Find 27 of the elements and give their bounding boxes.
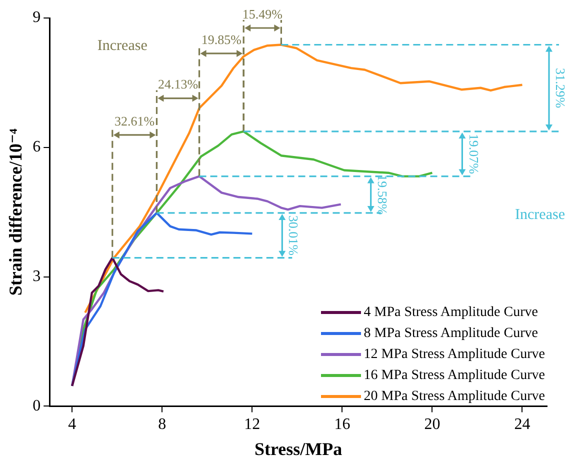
annotation: 30.01% bbox=[286, 215, 302, 256]
annotation: 19.07% bbox=[466, 134, 482, 174]
y-axis-title: Strain difference/10⁻⁴ bbox=[5, 128, 26, 296]
annotation: 24.13% bbox=[158, 76, 198, 92]
x-tick-label: 16 bbox=[334, 416, 350, 434]
x-tick-label: 20 bbox=[424, 416, 440, 434]
x-tick-label: 12 bbox=[244, 416, 260, 434]
x-tick-label: 8 bbox=[158, 416, 166, 434]
legend-label: 8 MPa Stress Amplitude Curve bbox=[364, 325, 538, 343]
legend-label: 16 MPa Stress Amplitude Curve bbox=[364, 367, 545, 385]
annotation: 32.61% bbox=[114, 113, 155, 128]
y-tick-label: 9 bbox=[32, 9, 41, 26]
y-tick-label: 0 bbox=[32, 397, 41, 414]
text: 31.29% bbox=[553, 68, 567, 108]
y-tick-label: 6 bbox=[32, 138, 41, 156]
legend-label: 4 MPa Stress Amplitude Curve bbox=[364, 304, 538, 322]
annotation: 19.85% bbox=[201, 32, 242, 47]
annotation: Increase bbox=[97, 38, 148, 54]
annotation: 19.58% bbox=[374, 174, 390, 215]
x-tick-label: 24 bbox=[514, 416, 530, 434]
x-tick-label: 4 bbox=[68, 416, 76, 434]
annotation: Increase bbox=[515, 206, 566, 223]
legend-label: 12 MPa Stress Amplitude Curve bbox=[364, 346, 545, 364]
y-tick-label: 3 bbox=[32, 268, 41, 286]
x-axis-title: Stress/MPa bbox=[254, 438, 342, 459]
annotation: 15.49% bbox=[242, 6, 283, 22]
legend-label: 20 MPa Stress Amplitude Curve bbox=[364, 388, 545, 406]
